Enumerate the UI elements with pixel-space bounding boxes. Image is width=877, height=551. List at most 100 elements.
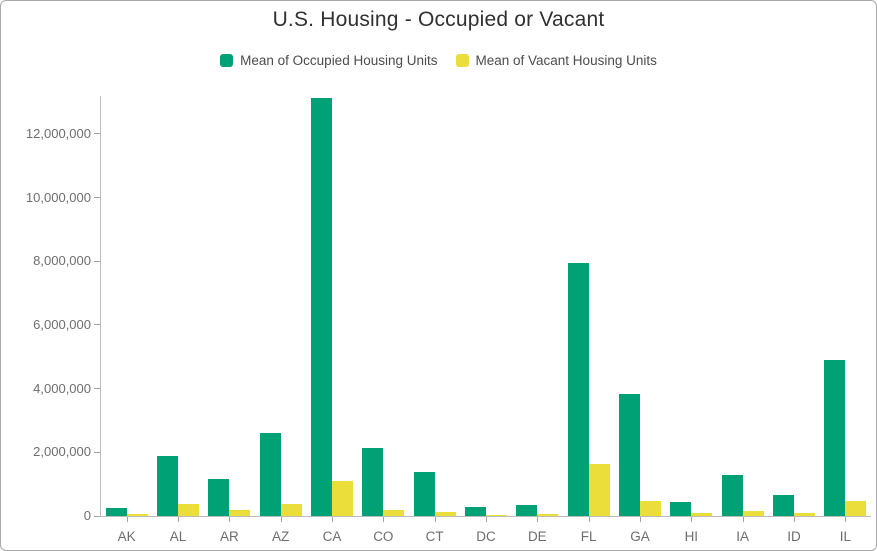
occupied-bar-ar[interactable] [208,479,230,516]
occupied-bar-ct[interactable] [413,472,435,516]
x-axis-tick [434,517,436,522]
x-axis-tick [229,517,231,522]
x-axis-label-co: CO [373,529,394,544]
vacant-bar-az[interactable] [280,504,302,516]
y-axis-tick-label: 12,000,000 [25,125,91,141]
vacant-bar-il[interactable] [845,501,867,516]
vacant-bar-de[interactable] [537,514,559,516]
occupied-bar-ia[interactable] [721,475,743,516]
y-axis-tick-label: 0 [83,508,91,523]
vacant-bar-dc[interactable] [485,515,507,516]
x-axis-tick [126,517,128,522]
x-axis-tick [742,517,744,522]
bar-group-dc: DC [460,96,511,544]
legend-label-vacant: Mean of Vacant Housing Units [475,53,657,68]
x-axis-tick [691,517,693,522]
y-axis-line [100,96,101,517]
chart-title: U.S. Housing - Occupied or Vacant [272,8,605,31]
x-axis-label-fl: FL [580,529,597,544]
x-axis-label-de: DE [527,529,547,544]
y-axis-tick-label: 10,000,000 [25,189,91,205]
bar-group-ia: IA [717,96,768,544]
x-axis-tick [331,517,333,522]
vacant-bar-ia[interactable] [742,511,764,516]
x-axis-tick [588,517,590,522]
occupied-bar-az[interactable] [259,433,281,516]
x-axis-line [100,516,871,517]
bar-group-ak: AK [101,96,152,544]
vacant-bar-ga[interactable] [639,501,661,516]
vacant-series-swatch-icon [455,54,469,67]
y-axis-tick-label: 8,000,000 [33,253,91,269]
x-axis-label-ct: CT [425,529,444,544]
bar-group-az: AZ [255,96,306,544]
occupied-bar-ga[interactable] [618,394,640,516]
plot-area: AK AL AR AZ CA CO CT DC DE FL GA HI IA ID IL [101,96,871,544]
y-axis-tick [94,260,100,262]
vacant-bar-ct[interactable] [434,512,456,516]
y-axis-tick-label: 6,000,000 [33,316,91,332]
x-axis-label-hi: HI [684,529,699,544]
x-axis-tick [537,517,539,522]
occupied-bar-co[interactable] [362,448,384,516]
legend-item-occupied[interactable]: Mean of Occupied Housing Units [220,53,438,68]
x-axis-label-id: ID [787,529,801,544]
bar-group-fl: FL [563,96,614,544]
bar-group-co: CO [358,96,409,544]
legend: Mean of Occupied Housing Units Mean of V… [1,53,876,68]
bar-group-hi: HI [666,96,717,544]
bar-group-de: DE [512,96,563,544]
x-axis-tick [845,517,847,522]
y-axis-tick [94,133,100,135]
x-axis-label-az: AZ [272,529,290,544]
y-axis-tick-label: 2,000,000 [33,444,91,460]
x-axis-label-ca: CA [322,529,342,544]
occupied-bar-al[interactable] [156,456,178,516]
y-axis-tick [94,197,100,198]
x-axis-label-dc: DC [476,529,496,544]
vacant-bar-ca[interactable] [331,481,353,516]
x-axis-label-ar: AR [219,529,239,544]
y-axis-tick [94,451,100,453]
x-axis-tick [485,517,487,522]
bar-group-al: AL [152,96,203,544]
occupied-bar-de[interactable] [516,505,538,516]
vacant-bar-ar[interactable] [229,510,251,516]
y-axis-tick [94,515,100,517]
x-axis-label-ak: AK [117,529,136,544]
vacant-bar-ak[interactable] [126,514,148,516]
x-axis-label-ia: IA [736,529,750,544]
vacant-bar-al[interactable] [177,504,199,516]
occupied-bar-fl[interactable] [567,263,589,516]
vacant-bar-fl[interactable] [588,464,610,516]
bar-group-ar: AR [204,96,255,544]
bar-group-id: ID [768,96,819,544]
occupied-bar-dc[interactable] [464,507,486,516]
occupied-bar-ak[interactable] [105,508,127,516]
occupied-series-swatch-icon [220,54,234,67]
vacant-bar-hi[interactable] [691,513,713,516]
occupied-bar-hi[interactable] [670,502,692,516]
legend-item-vacant[interactable]: Mean of Vacant Housing Units [455,53,657,68]
x-axis-label-il: IL [839,529,851,544]
occupied-bar-id[interactable] [772,495,794,516]
occupied-bar-ca[interactable] [310,98,332,516]
vacant-bar-id[interactable] [793,513,815,516]
x-axis-tick [793,517,795,522]
bar-group-ca: CA [306,96,357,544]
bar-group-il: IL [820,96,871,544]
y-axis-tick-label: 4,000,000 [33,380,91,396]
x-axis-label-al: AL [169,529,187,544]
bar-group-ga: GA [614,96,665,544]
y-axis-tick [94,324,100,326]
y-axis-tick [94,388,100,390]
x-axis-tick [177,517,179,522]
x-axis-tick [639,517,641,522]
occupied-bar-il[interactable] [824,360,846,516]
legend-label-occupied: Mean of Occupied Housing Units [240,53,438,68]
bar-group-ct: CT [409,96,460,544]
vacant-bar-co[interactable] [383,510,405,516]
x-axis-tick [280,517,282,522]
x-axis-tick [383,517,385,522]
